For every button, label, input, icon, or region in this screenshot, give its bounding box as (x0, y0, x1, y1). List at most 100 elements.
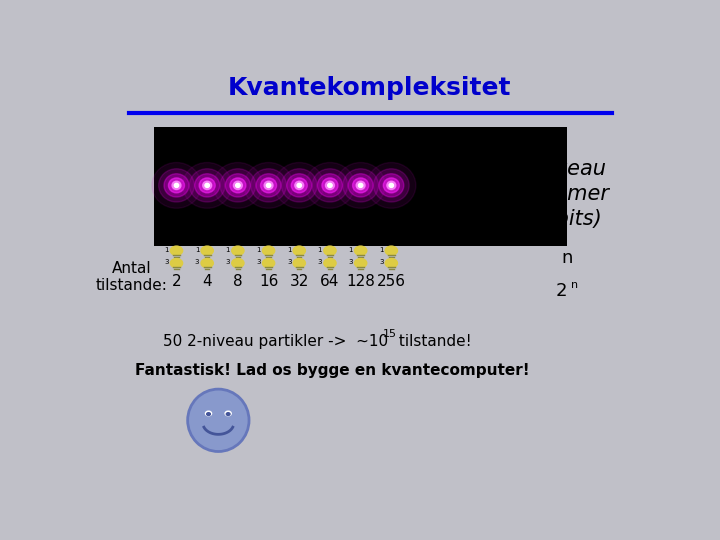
Circle shape (232, 246, 244, 255)
Circle shape (201, 259, 213, 268)
Ellipse shape (251, 168, 287, 202)
Ellipse shape (343, 168, 379, 202)
Circle shape (354, 246, 366, 255)
Text: 1: 1 (195, 247, 199, 253)
Ellipse shape (322, 178, 338, 193)
Ellipse shape (282, 168, 317, 202)
Ellipse shape (220, 168, 256, 202)
Ellipse shape (387, 181, 396, 190)
Circle shape (293, 259, 305, 268)
Text: 3: 3 (164, 259, 168, 265)
Text: 3: 3 (256, 259, 261, 265)
Circle shape (232, 259, 244, 268)
Text: tilstande!: tilstande! (394, 334, 472, 349)
Ellipse shape (152, 163, 201, 208)
Ellipse shape (287, 174, 312, 197)
Ellipse shape (353, 178, 369, 193)
Circle shape (324, 259, 336, 268)
Ellipse shape (305, 163, 354, 208)
Text: 1: 1 (164, 247, 168, 253)
Text: Kvantekompleksitet: Kvantekompleksitet (228, 76, 510, 100)
Circle shape (205, 411, 212, 416)
Ellipse shape (235, 183, 240, 187)
Circle shape (226, 413, 230, 415)
Ellipse shape (233, 181, 243, 190)
Text: 1: 1 (318, 247, 322, 253)
Text: 1: 1 (287, 247, 292, 253)
Ellipse shape (203, 181, 212, 190)
Ellipse shape (194, 174, 220, 197)
Text: (qubits): (qubits) (521, 208, 602, 228)
Circle shape (354, 259, 366, 268)
Text: n: n (571, 280, 578, 290)
Ellipse shape (359, 183, 363, 187)
Ellipse shape (374, 168, 409, 202)
Circle shape (171, 246, 183, 255)
Text: 3: 3 (287, 259, 292, 265)
Ellipse shape (225, 174, 251, 197)
Ellipse shape (348, 174, 373, 197)
Circle shape (385, 259, 397, 268)
Ellipse shape (168, 178, 184, 193)
Circle shape (262, 246, 275, 255)
Text: systemer: systemer (513, 184, 610, 204)
Text: Fantastisk! Lad os bygge en kvantecomputer!: Fantastisk! Lad os bygge en kvantecomput… (135, 363, 529, 378)
Ellipse shape (312, 168, 348, 202)
Text: 2: 2 (171, 274, 181, 288)
Circle shape (207, 413, 210, 415)
Text: tilstande:: tilstande: (96, 278, 168, 293)
Text: 1: 1 (256, 247, 261, 253)
Ellipse shape (256, 174, 281, 197)
Ellipse shape (389, 183, 394, 187)
Text: 8: 8 (233, 274, 243, 288)
Ellipse shape (336, 163, 385, 208)
Ellipse shape (158, 168, 194, 202)
Ellipse shape (188, 389, 249, 451)
Text: 64: 64 (320, 274, 340, 288)
Circle shape (385, 246, 397, 255)
Text: 3: 3 (195, 259, 199, 265)
Ellipse shape (261, 178, 276, 193)
Text: 128: 128 (346, 274, 375, 288)
Text: 1: 1 (348, 247, 353, 253)
Circle shape (201, 246, 213, 255)
Text: 4: 4 (202, 274, 212, 288)
Bar (154, 127, 567, 246)
Circle shape (324, 246, 336, 255)
Text: Antal: Antal (112, 261, 152, 276)
Text: 2: 2 (556, 282, 567, 300)
Text: 32: 32 (289, 274, 309, 288)
Ellipse shape (366, 163, 416, 208)
Ellipse shape (230, 178, 246, 193)
Text: 256: 256 (377, 274, 406, 288)
Text: 16: 16 (259, 274, 278, 288)
Text: 50 2-niveau partikler ->  ~10: 50 2-niveau partikler -> ~10 (163, 334, 387, 349)
Ellipse shape (199, 178, 215, 193)
Text: 2-niveau: 2-niveau (516, 159, 607, 179)
Text: n: n (562, 249, 573, 267)
Ellipse shape (174, 183, 179, 187)
Text: 15: 15 (383, 329, 397, 339)
Ellipse shape (328, 183, 332, 187)
Ellipse shape (244, 163, 293, 208)
Ellipse shape (213, 163, 262, 208)
Ellipse shape (172, 181, 181, 190)
Ellipse shape (164, 174, 189, 197)
Ellipse shape (264, 181, 273, 190)
Ellipse shape (356, 181, 365, 190)
Circle shape (262, 259, 275, 268)
Ellipse shape (383, 178, 400, 193)
Ellipse shape (183, 163, 232, 208)
Text: 3: 3 (225, 259, 230, 265)
Text: 3: 3 (318, 259, 322, 265)
Ellipse shape (205, 183, 210, 187)
Ellipse shape (379, 174, 404, 197)
Ellipse shape (294, 181, 304, 190)
Ellipse shape (325, 181, 334, 190)
Ellipse shape (291, 178, 307, 193)
Circle shape (171, 259, 183, 268)
Circle shape (293, 246, 305, 255)
Ellipse shape (297, 183, 302, 187)
Text: 3: 3 (348, 259, 353, 265)
Text: 1: 1 (225, 247, 230, 253)
